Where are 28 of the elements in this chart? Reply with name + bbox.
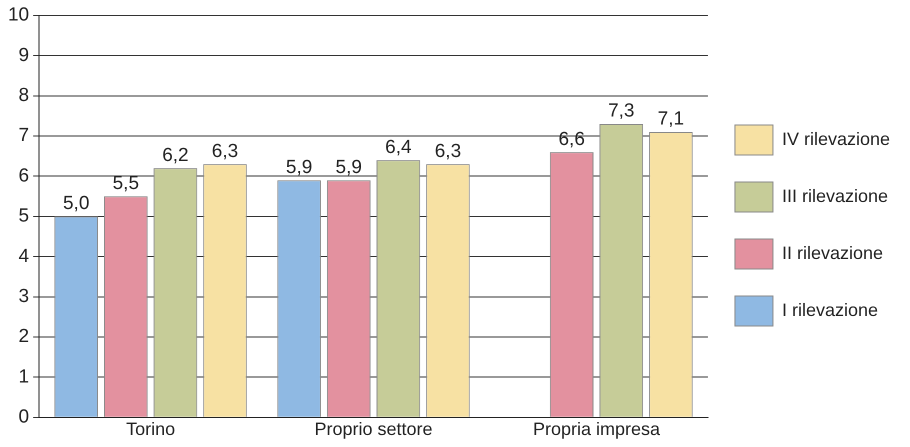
data-label: 6,4 [385,136,412,158]
y-tick-label: 5 [18,206,30,227]
x-tick-label: Torino [126,419,176,440]
y-tick-label: 1 [18,366,30,388]
y-tick-label: 9 [18,44,30,66]
y-tick-label: 7 [18,125,30,146]
legend-label: I rilevazione [782,300,878,320]
y-tick-label: 4 [18,246,30,267]
x-tick-label: Proprio settore [314,419,433,440]
data-label: 6,2 [162,144,189,166]
data-label: 6,3 [212,140,238,162]
legend-label: II rilevazione [782,242,884,263]
data-label: 5,9 [286,156,312,178]
y-tick-label: 8 [18,85,30,106]
y-tick-label: 2 [18,326,30,348]
data-label: 7,3 [608,100,634,122]
data-label: 6,3 [434,140,462,162]
y-tick-label: 0 [18,406,30,428]
data-label: 5,0 [62,193,90,214]
legend-label: III rilevazione [782,186,888,206]
data-label: 5,5 [112,173,140,194]
y-tick-label: 6 [18,165,30,186]
x-tick-label: Propria impresa [532,419,661,440]
data-label: 7,1 [658,108,684,130]
y-tick-label: 10 [8,4,30,26]
legend-label: IV rilevazione [782,128,890,149]
y-tick-label: 3 [18,286,30,308]
data-label: 5,9 [336,156,362,178]
